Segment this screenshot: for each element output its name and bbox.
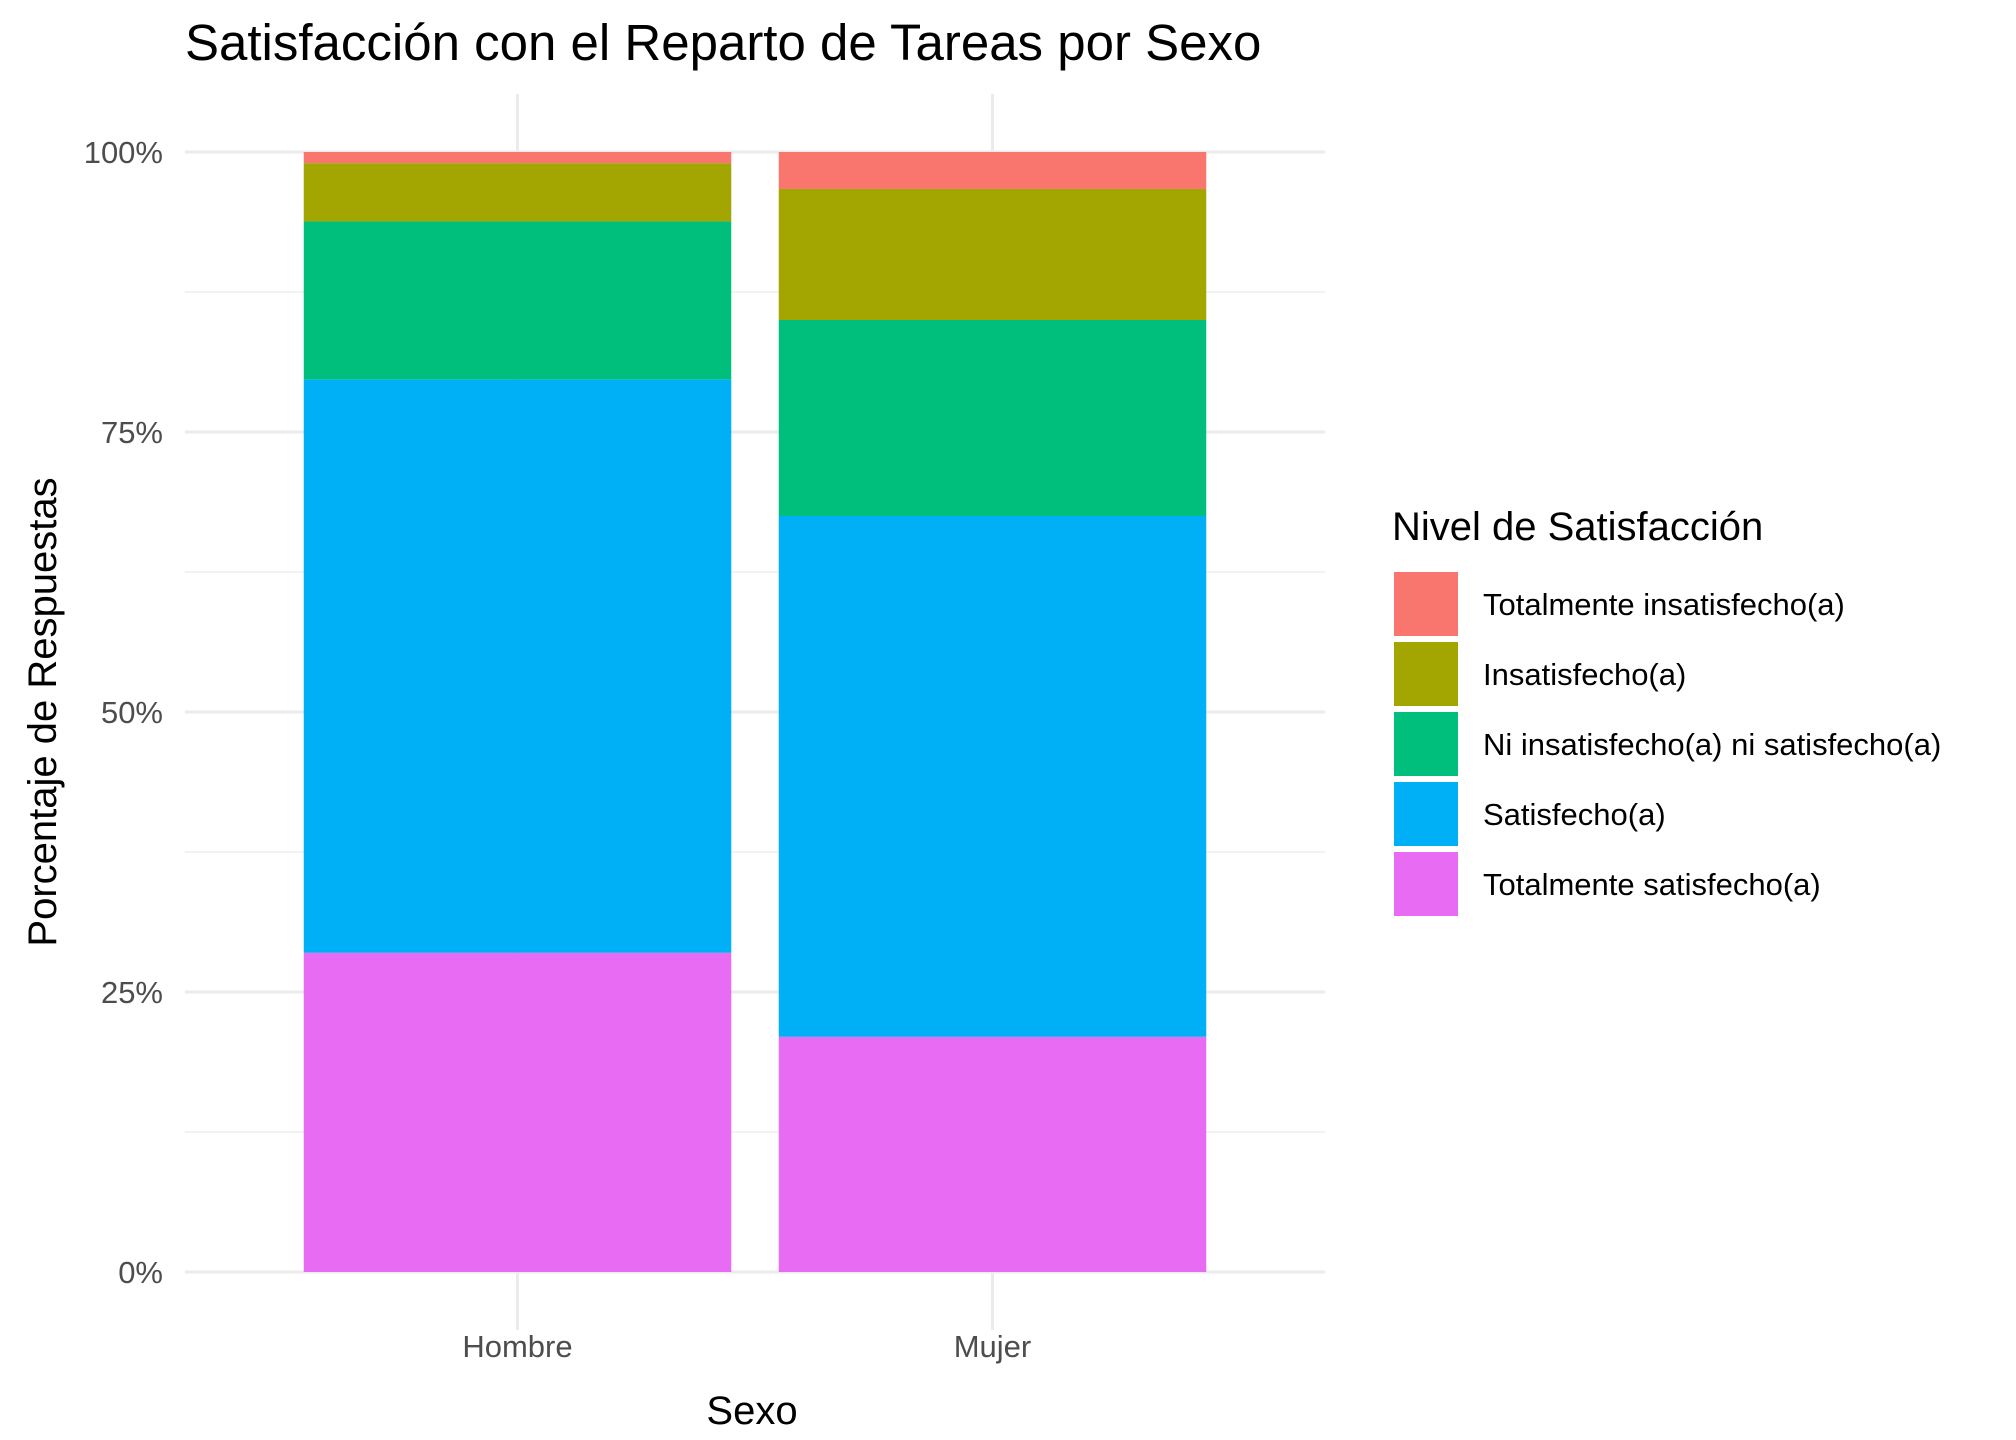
y-tick-labels: 0% 25% 50% 75% 100%: [84, 135, 163, 1290]
bar-segment: [303, 952, 732, 1272]
chart-title: Satisfacción con el Reparto de Tareas po…: [185, 14, 1261, 71]
y-tick-label: 100%: [84, 135, 163, 170]
y-tick-label: 75%: [101, 415, 163, 450]
legend-key: [1394, 642, 1458, 706]
legend-key: [1394, 712, 1458, 776]
legend-key: [1394, 572, 1458, 636]
legend-key: [1394, 782, 1458, 846]
x-tick-label: Mujer: [954, 1329, 1032, 1364]
legend-label: Totalmente insatisfecho(a): [1483, 587, 1845, 622]
bar-segment: [778, 188, 1207, 320]
legend-items: Totalmente insatisfecho(a) Insatisfecho(a…: [1394, 572, 1941, 916]
legend-label: Ni insatisfecho(a) ni satisfecho(a): [1483, 727, 1941, 762]
x-axis-title: Sexo: [706, 1389, 797, 1433]
y-axis-title: Porcentaje de Respuestas: [21, 477, 65, 946]
y-tick-label: 25%: [101, 975, 163, 1010]
bar-segment: [778, 516, 1207, 1037]
legend-label: Totalmente satisfecho(a): [1483, 867, 1821, 902]
bar-segment: [778, 152, 1207, 189]
bars: [303, 152, 1207, 1272]
bar-segment: [303, 152, 732, 164]
legend-label: Satisfecho(a): [1483, 797, 1666, 832]
y-tick-label: 0%: [118, 1255, 163, 1290]
y-tick-label: 50%: [101, 695, 163, 730]
bar-segment: [303, 379, 732, 953]
bar-segment: [303, 163, 732, 222]
legend-key: [1394, 852, 1458, 916]
bar-segment: [778, 1036, 1207, 1272]
bar-segment: [778, 320, 1207, 516]
legend: Nivel de Satisfacción Totalmente insatis…: [1392, 505, 1941, 916]
bar-segment: [303, 221, 732, 380]
legend-label: Insatisfecho(a): [1483, 657, 1686, 692]
x-tick-label: Hombre: [462, 1329, 572, 1364]
x-tick-labels: Hombre Mujer: [462, 1329, 1031, 1364]
legend-title: Nivel de Satisfacción: [1392, 505, 1763, 549]
